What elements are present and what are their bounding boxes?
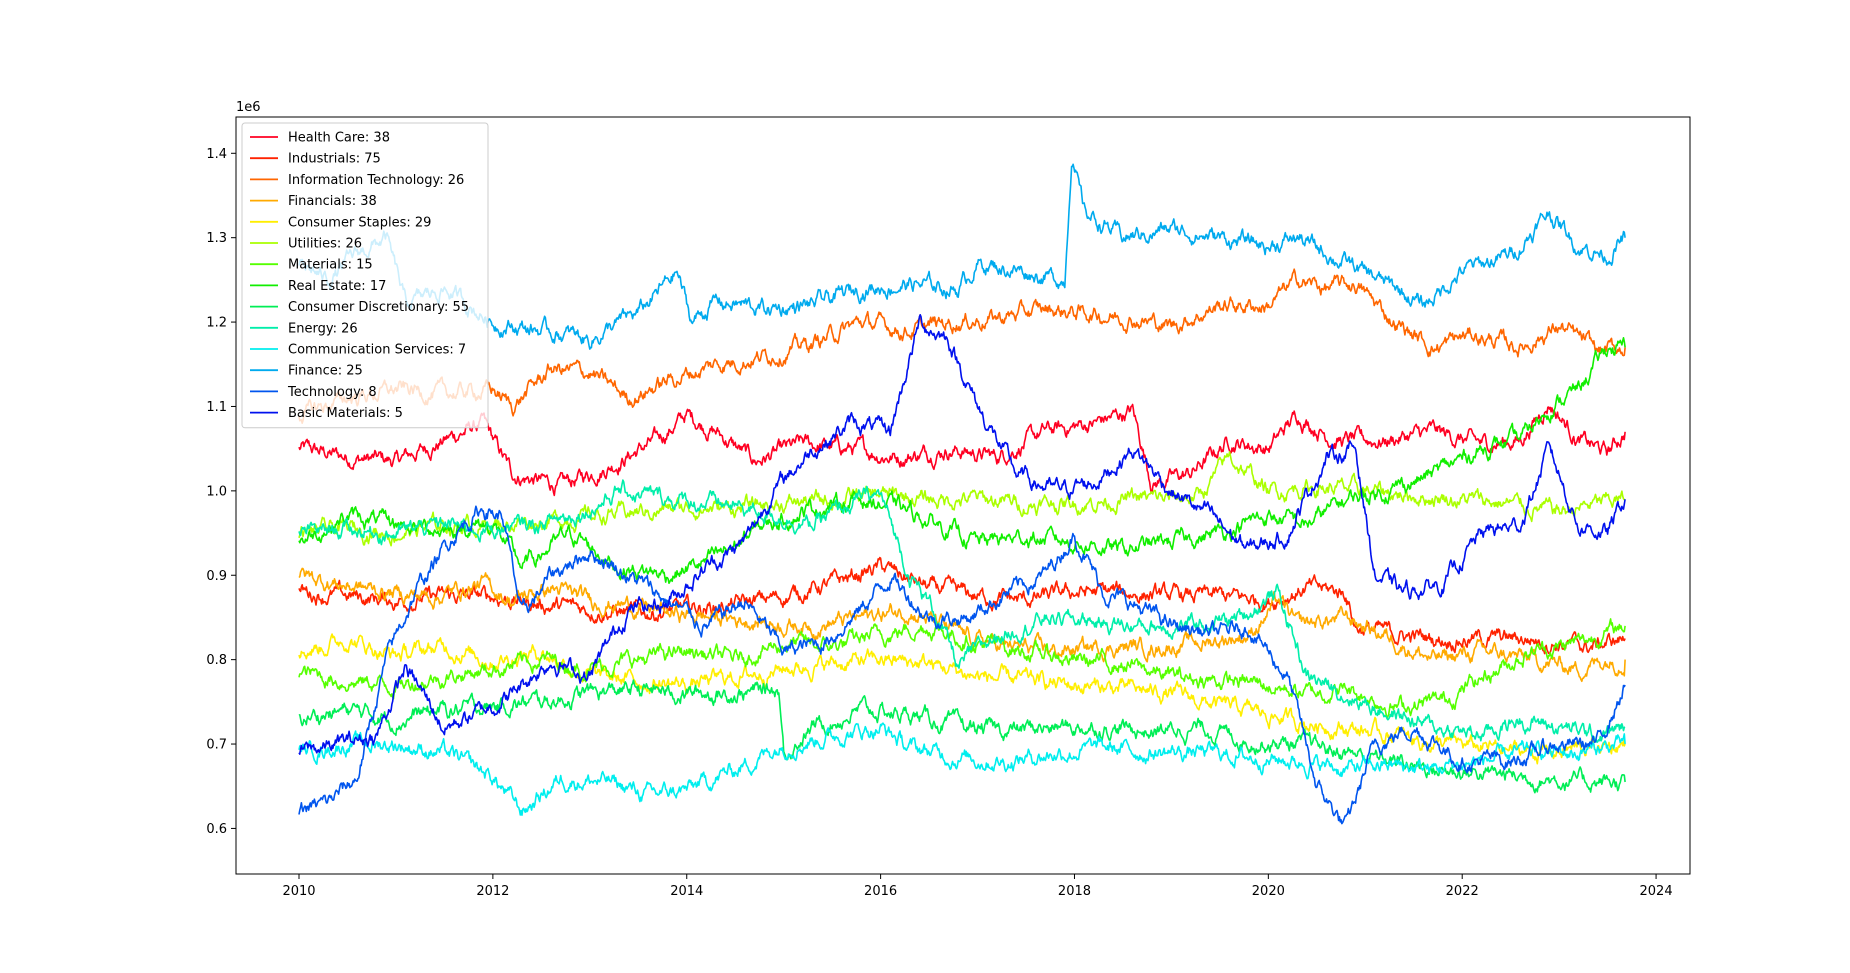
y-tick-label: 0.9 (206, 569, 227, 584)
series-line-3 (298, 567, 1626, 683)
y-offset-label: 1e6 (236, 100, 261, 115)
series-line-13 (298, 314, 1626, 755)
legend-label: Basic Materials: 5 (288, 406, 403, 421)
legend-label: Energy: 26 (288, 321, 358, 336)
y-tick-label: 0.6 (206, 822, 227, 837)
series-line-2 (298, 268, 1626, 424)
legend-label: Information Technology: 26 (288, 173, 464, 188)
y-tick-label: 1.2 (206, 316, 227, 331)
y-tick-label: 0.8 (206, 653, 227, 668)
legend-label: Materials: 15 (288, 258, 373, 273)
plot-frame (235, 116, 1691, 875)
legend-label: Industrials: 75 (288, 152, 381, 167)
legend-label: Communication Services: 7 (288, 343, 466, 358)
legend-label: Consumer Discretionary: 55 (288, 300, 469, 315)
x-tick-label: 2014 (670, 884, 703, 899)
y-tick-label: 1.1 (206, 400, 227, 415)
y-axis: 0.6 0.7 0.8 0.9 1.0 1.1 1.2 1.3 1.4 (206, 147, 236, 837)
x-tick-label: 2016 (864, 884, 897, 899)
x-tick-label: 2012 (476, 884, 509, 899)
legend-label: Real Estate: 17 (288, 279, 386, 294)
legend: Health Care: 38 Industrials: 75 Informatio… (241, 122, 489, 429)
x-tick-label: 2022 (1446, 884, 1479, 899)
x-tick-label: 2020 (1252, 884, 1285, 899)
y-tick-label: 1.4 (206, 147, 227, 162)
series-line-7 (298, 337, 1626, 584)
y-tick-label: 1.0 (206, 484, 227, 499)
series-line-12 (298, 505, 1626, 825)
y-tick-label: 1.3 (206, 231, 227, 246)
legend-box (241, 122, 489, 429)
legend-label: Consumer Staples: 29 (288, 215, 431, 230)
legend-label: Utilities: 26 (288, 237, 362, 252)
x-axis: 2010 2012 2014 2016 2018 2020 2022 2024 (282, 874, 1673, 899)
series-line-0 (298, 403, 1626, 497)
legend-label: Technology: 8 (287, 385, 377, 400)
series-line-11 (298, 163, 1626, 350)
legend-label: Finance: 25 (288, 364, 363, 379)
series-line-6 (298, 618, 1626, 719)
x-tick-label: 2018 (1058, 884, 1091, 899)
series-layer (298, 163, 1626, 825)
series-line-9 (298, 479, 1626, 743)
series-line-10 (298, 722, 1626, 816)
series-line-1 (298, 556, 1626, 655)
y-tick-label: 0.7 (206, 738, 227, 753)
legend-label: Health Care: 38 (288, 131, 390, 146)
x-tick-label: 2024 (1640, 884, 1673, 899)
legend-label: Financials: 38 (288, 194, 377, 209)
x-tick-label: 2010 (282, 884, 315, 899)
